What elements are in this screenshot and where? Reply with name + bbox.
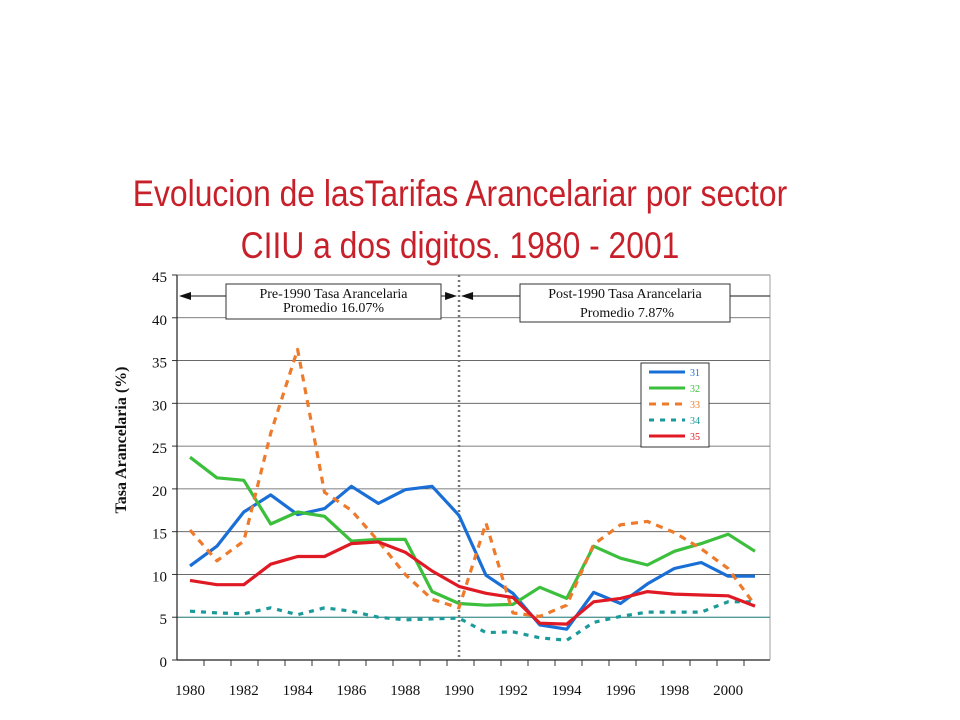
legend-label-34: 34	[690, 416, 700, 427]
x-tick-label: 1984	[283, 683, 314, 699]
x-tick-label: 1992	[498, 683, 528, 699]
x-tick-label: 1980	[175, 683, 205, 699]
y-axis-label: Tasa Arancelaria (%)	[113, 367, 130, 514]
y-tick-label: 5	[160, 612, 168, 628]
chart-title-line1: Evolucion de lasTarifas Arancelariar por…	[132, 173, 788, 214]
y-tick-label: 10	[152, 569, 167, 585]
pre-1990-arrowhead-left	[179, 292, 191, 300]
series-35-line	[189, 540, 756, 626]
x-tick-label: 1988	[390, 683, 420, 699]
series-33-line	[188, 347, 757, 619]
pre-1990-arrowhead-right	[445, 292, 458, 300]
legend-label-31: 31	[690, 368, 700, 379]
legend-label-33: 33	[690, 400, 700, 411]
x-tick-label: 2000	[713, 683, 743, 699]
post-1990-annotation-line1: Post-1990 Tasa Arancelaria	[548, 287, 702, 302]
series-32-line	[189, 455, 756, 607]
y-tick-label: 25	[152, 441, 167, 457]
series-34-line	[189, 600, 755, 642]
chart-title-line2: CIIU a dos digitos. 1980 - 2001	[240, 225, 680, 266]
x-tick-label: 1994	[552, 683, 583, 699]
y-tick-label: 20	[152, 484, 167, 500]
post-1990-annotation-box	[519, 283, 731, 323]
x-tick-label: 1996	[605, 683, 636, 699]
post-1990-arrowhead-left	[461, 292, 474, 300]
y-tick-label: 0	[160, 655, 168, 671]
pre-1990-annotation-box	[225, 283, 442, 320]
y-tick-label: 15	[152, 527, 167, 543]
series-31-line	[189, 484, 755, 631]
y-tick-label: 45	[152, 270, 167, 286]
pre-1990-annotation-line1: Pre-1990 Tasa Arancelaria	[259, 287, 408, 302]
x-tick-label: 1998	[659, 683, 689, 699]
y-tick-label: 40	[152, 313, 167, 329]
legend-label-32: 32	[690, 384, 700, 395]
y-tick-label: 30	[152, 398, 167, 414]
x-tick-label: 1986	[336, 683, 367, 699]
x-tick-label: 1982	[229, 683, 259, 699]
chart-title: Evolucion de lasTarifas Arancelariar por…	[64, 168, 855, 272]
y-tick-label: 35	[152, 356, 167, 372]
pre-1990-annotation-line2: Promedio 16.07%	[283, 301, 384, 316]
x-tick-label: 1990	[444, 683, 474, 699]
legend-label-35: 35	[690, 432, 700, 443]
post-1990-annotation-line2: Promedio 7.87%	[580, 306, 674, 321]
